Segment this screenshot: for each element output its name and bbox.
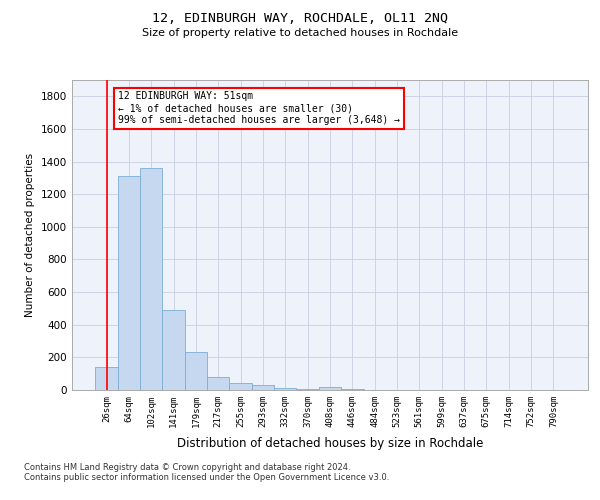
Bar <box>229 382 252 390</box>
Bar <box>163 310 185 390</box>
Bar <box>319 386 341 390</box>
Text: Size of property relative to detached houses in Rochdale: Size of property relative to detached ho… <box>142 28 458 38</box>
Bar <box>185 352 207 390</box>
Bar <box>118 176 140 390</box>
Text: Contains public sector information licensed under the Open Government Licence v3: Contains public sector information licen… <box>24 474 389 482</box>
Text: Distribution of detached houses by size in Rochdale: Distribution of detached houses by size … <box>177 438 483 450</box>
Bar <box>341 389 364 390</box>
Text: Contains HM Land Registry data © Crown copyright and database right 2024.: Contains HM Land Registry data © Crown c… <box>24 464 350 472</box>
Bar <box>252 385 274 390</box>
Bar <box>95 367 118 390</box>
Text: 12 EDINBURGH WAY: 51sqm
← 1% of detached houses are smaller (30)
99% of semi-det: 12 EDINBURGH WAY: 51sqm ← 1% of detached… <box>118 92 400 124</box>
Bar <box>140 168 163 390</box>
Bar <box>207 377 229 390</box>
Y-axis label: Number of detached properties: Number of detached properties <box>25 153 35 317</box>
Bar <box>274 388 296 390</box>
Text: 12, EDINBURGH WAY, ROCHDALE, OL11 2NQ: 12, EDINBURGH WAY, ROCHDALE, OL11 2NQ <box>152 12 448 26</box>
Bar <box>296 389 319 390</box>
